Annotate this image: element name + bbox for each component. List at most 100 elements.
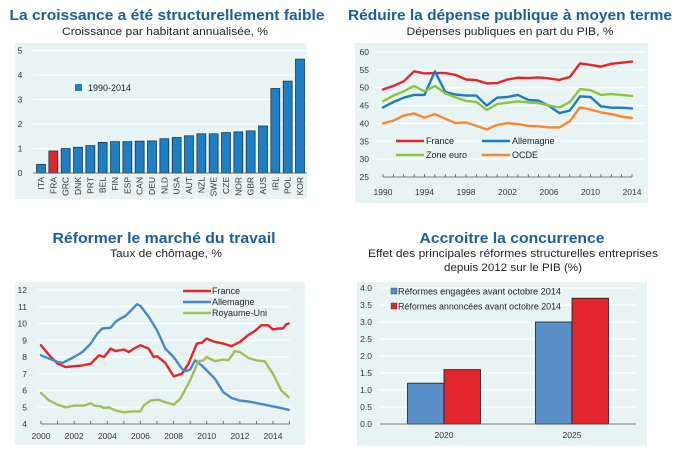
bar-nzl bbox=[196, 133, 207, 174]
legend-label-allemagne: Allemagne bbox=[212, 297, 255, 307]
y-tick-label: 1.5 bbox=[360, 368, 372, 378]
growth-chart-title: La croissance a été structurellement fai… bbox=[10, 7, 325, 24]
bar-aut bbox=[184, 135, 194, 174]
x-tick-label-nld: NLD bbox=[159, 177, 169, 194]
bar-pol bbox=[282, 80, 293, 174]
legend-label-allemagne: Allemagne bbox=[512, 136, 555, 146]
y-tick-label: 4 bbox=[22, 419, 27, 429]
legend-label-france: France bbox=[426, 136, 454, 146]
y-tick-label: 7 bbox=[22, 369, 27, 379]
legend-label-france: France bbox=[212, 286, 240, 296]
unemployment-chart-subtitle: Taux de chômage, % bbox=[110, 248, 222, 260]
legend-label-announced: Réformes annoncées avant octobre 2014 bbox=[398, 302, 561, 312]
legend-swatch-announced bbox=[390, 302, 398, 310]
legend-label-ocde: OCDE bbox=[512, 150, 538, 160]
y-tick-label: 3 bbox=[18, 95, 23, 105]
x-tick-label-prt: PRT bbox=[85, 177, 95, 194]
y-tick-label: 5 bbox=[22, 402, 27, 412]
x-tick-label: 2014 bbox=[623, 187, 642, 197]
x-tick-label-esp: ESP bbox=[122, 177, 132, 194]
bar-prt bbox=[85, 145, 96, 174]
bar-esp bbox=[122, 141, 133, 174]
series-line-zone-euro bbox=[381, 84, 634, 112]
legend-label-engaged: Réformes engagées avant octobre 2014 bbox=[398, 287, 561, 297]
bar-2025-engaged bbox=[535, 321, 573, 425]
bar-nor bbox=[233, 131, 244, 174]
y-tick-label: 50 bbox=[360, 83, 370, 93]
x-tick-label-irl: IRL bbox=[270, 177, 280, 191]
y-tick-label: 2 bbox=[18, 119, 23, 129]
bar-nld bbox=[159, 138, 170, 174]
unemployment-chart: Réformer le marché du travail Taux de ch… bbox=[15, 230, 305, 445]
x-tick-label-2020: 2020 bbox=[435, 430, 454, 440]
bar-grc bbox=[60, 148, 71, 174]
y-tick-label: 0 bbox=[18, 168, 23, 178]
legend-label: 1990-2014 bbox=[88, 83, 131, 93]
y-tick-label: 6 bbox=[22, 386, 27, 396]
legend-label-zone-euro: Zone euro bbox=[426, 150, 467, 160]
x-tick-label-gbr: GBR bbox=[246, 177, 256, 195]
y-tick-label: 0.0 bbox=[360, 419, 372, 429]
x-tick-label: 2006 bbox=[131, 431, 150, 441]
legend-swatch-engaged bbox=[390, 287, 398, 295]
x-tick-label-fin: FIN bbox=[110, 177, 120, 191]
x-tick-label: 2002 bbox=[65, 431, 84, 441]
x-tick-label-usa: USA bbox=[172, 177, 182, 195]
y-tick-label: 2.0 bbox=[360, 351, 372, 361]
x-tick-label: 2010 bbox=[581, 187, 600, 197]
x-tick-label-grc: GRC bbox=[61, 177, 71, 196]
x-tick-label-kor: KOR bbox=[295, 177, 305, 195]
y-tick-label: 60 bbox=[360, 47, 370, 57]
y-tick-label: 11 bbox=[18, 302, 27, 312]
y-tick-label: 10 bbox=[18, 319, 28, 329]
y-tick-label: 0.5 bbox=[360, 402, 372, 412]
x-tick-label-cze: CZE bbox=[221, 177, 231, 194]
spending-chart-title: Réduire la dépense publique à moyen term… bbox=[348, 7, 672, 24]
bar-swe bbox=[208, 133, 219, 174]
bar-kor bbox=[295, 58, 305, 174]
series-line-allemagne bbox=[381, 70, 634, 115]
y-tick-label: 1.0 bbox=[360, 385, 372, 395]
x-tick-label-deu: DEU bbox=[147, 177, 157, 195]
x-tick-label: 2004 bbox=[98, 431, 117, 441]
competition-chart: Accroitre la concurrence Effet des princ… bbox=[357, 230, 659, 446]
bar-cze bbox=[221, 132, 231, 174]
x-tick-label-dnk: DNK bbox=[73, 177, 83, 195]
competition-chart-title: Accroitre la concurrence bbox=[420, 230, 605, 247]
x-tick-label: 2010 bbox=[197, 431, 216, 441]
x-tick-label-fra: FRA bbox=[48, 177, 58, 194]
bar-aus bbox=[258, 125, 268, 174]
y-tick-label: 9 bbox=[22, 335, 27, 345]
bar-ita bbox=[36, 164, 46, 174]
bar-2020-engaged bbox=[407, 382, 445, 425]
y-tick-label: 3.0 bbox=[360, 317, 372, 327]
x-tick-label-pol: POL bbox=[283, 177, 293, 194]
x-tick-label: 2014 bbox=[264, 431, 283, 441]
growth-chart: La croissance a été structurellement fai… bbox=[10, 7, 325, 199]
bar-fin bbox=[110, 141, 120, 174]
x-tick-label: 2008 bbox=[164, 431, 183, 441]
y-tick-label: 3.5 bbox=[360, 300, 372, 310]
series-line-ocde bbox=[381, 106, 634, 131]
x-tick-label-swe: SWE bbox=[209, 177, 219, 197]
growth-chart-subtitle: Croissance par habitant annualisée, % bbox=[62, 26, 268, 38]
x-tick-label: 2012 bbox=[230, 431, 249, 441]
x-tick-label: 2002 bbox=[498, 187, 517, 197]
x-tick-label-nor: NOR bbox=[233, 177, 243, 196]
series-line-allemagne bbox=[39, 303, 290, 411]
y-tick-label: 12 bbox=[18, 285, 28, 295]
series-line-royaume-uni bbox=[39, 349, 290, 414]
bar-2025-announced bbox=[571, 297, 609, 425]
y-tick-label: 1 bbox=[18, 144, 23, 154]
x-tick-label-bel: BEL bbox=[98, 177, 108, 193]
x-tick-label: 1994 bbox=[415, 187, 434, 197]
bar-deu bbox=[147, 140, 157, 174]
x-tick-label-aut: AUT bbox=[184, 177, 194, 194]
bar-gbr bbox=[245, 130, 256, 174]
series-line-france bbox=[381, 60, 634, 91]
spending-chart: Réduire la dépense publique à moyen term… bbox=[348, 7, 672, 203]
y-tick-label: 45 bbox=[360, 101, 370, 111]
spending-chart-subtitle: Dépenses publiques en part du PIB, % bbox=[407, 26, 614, 38]
x-tick-label: 1990 bbox=[374, 187, 393, 197]
